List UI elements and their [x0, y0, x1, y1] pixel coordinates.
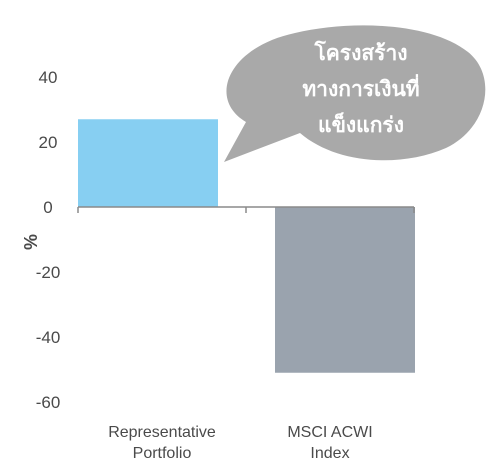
y-tick-label: -20	[36, 263, 61, 282]
y-tick-label: -40	[36, 328, 61, 347]
y-axis-label: %	[21, 234, 41, 250]
y-axis-ticks: 40 20 0 -20 -40 -60	[36, 68, 61, 412]
callout-line-3: แข็งแกร่ง	[318, 111, 404, 137]
bar	[275, 207, 415, 373]
x-axis-category-labels: Representative Portfolio MSCI ACWI Index	[108, 424, 372, 462]
x-category-label: Index	[310, 445, 349, 462]
bar	[78, 119, 218, 207]
callout-bubble: โครงสร้าง ทางการเงินที่ แข็งแกร่ง	[224, 25, 486, 162]
y-tick-label: 20	[39, 133, 58, 152]
callout-line-2: ทางการเงินที่	[302, 73, 419, 101]
x-category-label: MSCI ACWI	[287, 424, 372, 441]
callout-line-1: โครงสร้าง	[313, 40, 407, 65]
y-tick-label: -60	[36, 393, 61, 412]
y-tick-label: 0	[43, 198, 52, 217]
y-tick-label: 40	[39, 68, 58, 87]
callout-shape	[224, 25, 486, 162]
bars	[78, 119, 415, 373]
x-category-label: Portfolio	[133, 445, 192, 462]
x-category-label: Representative	[108, 424, 216, 441]
x-axis-tick-marks	[77, 207, 415, 213]
